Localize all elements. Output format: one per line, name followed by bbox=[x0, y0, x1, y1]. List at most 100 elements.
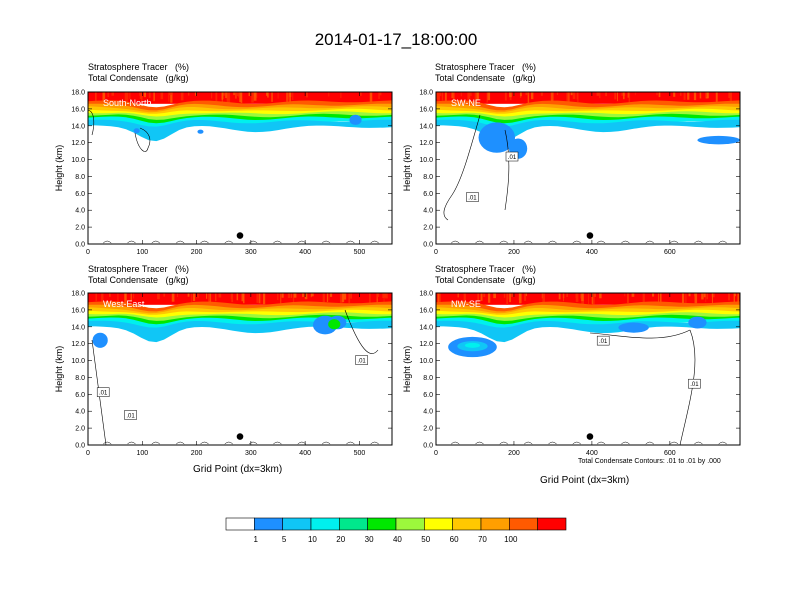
panel-3-frame bbox=[87, 292, 393, 446]
colorbar-label: 40 bbox=[393, 535, 402, 544]
panel-4-tracer-streak bbox=[681, 293, 685, 305]
panel-2-tracer-streak bbox=[525, 92, 529, 96]
panel-3-tracer-streak bbox=[326, 293, 329, 302]
panel-3-tracer-streak bbox=[101, 293, 104, 305]
panel-2-tracer-streak bbox=[599, 92, 601, 99]
colorbar-swatch bbox=[367, 517, 397, 531]
panel-4-tracer-streak bbox=[594, 293, 596, 297]
panel-2-tracer-streak bbox=[570, 92, 573, 96]
panel-2-tracer-streak bbox=[673, 92, 676, 97]
panel-1-tracer-streak bbox=[267, 92, 269, 98]
panel-4-y-axis-label: Height (km) bbox=[402, 346, 412, 393]
panel-1-contour-line bbox=[224, 240, 233, 244]
panel-2-contour-line bbox=[443, 114, 481, 221]
panel-4-tracer-streak bbox=[541, 293, 543, 299]
panel-3-tracer-streak bbox=[177, 293, 178, 298]
panel-2-title: Stratosphere Tracer (%) Total Condensate… bbox=[435, 62, 536, 84]
panel-2-y-tick-label: 8.0 bbox=[423, 174, 433, 181]
panel-2-tracer-streak bbox=[444, 92, 447, 102]
panel-2-y-tick-label: 0.0 bbox=[423, 242, 433, 249]
panel-4-location-marker bbox=[586, 433, 594, 440]
panel-1-tracer-streak bbox=[180, 92, 184, 101]
panel-4-tracer-streak bbox=[524, 293, 527, 301]
panel-4-x-tick-label: 400 bbox=[586, 450, 598, 457]
panel-4-tracer-streak bbox=[701, 293, 704, 300]
panel-4-tracer-streak bbox=[591, 293, 593, 304]
panel-2-tracer-streak bbox=[706, 92, 708, 98]
panel-3-tracer-streak bbox=[287, 293, 291, 298]
panel-4-tracer-streak bbox=[627, 293, 629, 303]
panel-1-tracer-streak bbox=[239, 92, 242, 103]
panel-2-tracer-streak bbox=[634, 92, 636, 96]
panel-1-y-tick-label: 16.0 bbox=[71, 106, 85, 113]
panel-4-x-tick-label: 600 bbox=[664, 450, 676, 457]
colorbar-swatch bbox=[424, 517, 453, 531]
panel-2-tracer-streak bbox=[453, 92, 455, 100]
panel-4-panel-label: NW-SE bbox=[451, 299, 481, 309]
panel-3-tracer-streak bbox=[209, 293, 211, 302]
panel-3-tracer-streak bbox=[191, 293, 193, 303]
panel-2-tracer-streak bbox=[628, 92, 631, 103]
panel-1-contour-line bbox=[103, 240, 112, 244]
colorbar-label: 1 bbox=[254, 535, 259, 544]
panel-3-tracer-streak bbox=[329, 293, 333, 297]
panel-4-y-tick-label: 18.0 bbox=[419, 291, 433, 298]
panel-3-tracer-blob-core bbox=[328, 319, 341, 330]
panel-3-tracer-streak bbox=[293, 293, 297, 298]
panel-3-tracer-streak bbox=[280, 293, 282, 305]
panel-4-tracer-streak bbox=[503, 293, 506, 298]
panel-2-tracer-streak bbox=[487, 92, 491, 101]
panel-2-contour-line bbox=[645, 240, 654, 244]
colorbar-swatch bbox=[509, 517, 538, 531]
colorbar-swatch bbox=[310, 517, 340, 531]
panel-2-title-line2: Total Condensate (g/kg) bbox=[435, 73, 536, 83]
panel-3-x-tick-label: 300 bbox=[245, 450, 257, 457]
panel-2-contour-line bbox=[572, 240, 581, 244]
panel-3-contour-line bbox=[91, 339, 107, 445]
panel-4-y-tick-label: 2.0 bbox=[423, 426, 433, 433]
panel-2-contour-line bbox=[621, 240, 630, 244]
colorbar: 1 5 10 20 30 40 50 60 70 100 bbox=[225, 517, 567, 544]
panel-4-tracer-streak bbox=[525, 293, 527, 297]
panel-1-tracer-streak bbox=[124, 92, 127, 104]
panel-4-tracer-streak bbox=[511, 293, 514, 297]
panel-4-y-tick-label: 6.0 bbox=[423, 392, 433, 399]
panel-4-tracer-streak bbox=[651, 293, 655, 297]
colorbar-swatch bbox=[282, 517, 312, 531]
panel-2-panel-label: SW-NE bbox=[451, 98, 481, 108]
panel-3-y-axis-label: Height (km) bbox=[54, 346, 64, 393]
panel-3-y-tick-label: 18.0 bbox=[71, 291, 85, 298]
panel-4-y-tick-label: 8.0 bbox=[423, 375, 433, 382]
panel-1-tracer-streak bbox=[169, 92, 172, 96]
panel-3-contour-line bbox=[248, 441, 258, 445]
panel-4-contour-line bbox=[621, 441, 630, 445]
panel-2-contour-line bbox=[694, 240, 703, 244]
panel-3-contour-line bbox=[321, 441, 331, 445]
panel-2-contour-line bbox=[451, 240, 460, 244]
panel-1-tracer-streak bbox=[253, 92, 257, 101]
panel-2-tracer-field bbox=[436, 92, 740, 244]
colorbar-swatch bbox=[480, 517, 510, 531]
colorbar-swatch bbox=[339, 517, 368, 531]
panel-4-tracer-streak bbox=[506, 293, 509, 305]
panel-3-tracer-streak bbox=[302, 293, 304, 297]
panel-3-contour-line bbox=[176, 441, 185, 445]
panel-4-contour-line bbox=[718, 441, 727, 445]
panel-1-tracer-streak bbox=[340, 92, 342, 99]
panel-1-tracer-streak bbox=[238, 92, 239, 98]
panel-4-tracer-streak bbox=[463, 293, 466, 303]
panel-2-contour-line bbox=[548, 240, 557, 244]
panel-3-tracer-streak bbox=[328, 293, 330, 301]
panel-1-y-tick-label: 10.0 bbox=[71, 157, 85, 164]
panel-1-x-tick-label: 300 bbox=[245, 249, 257, 256]
panel-3-tracer-streak bbox=[339, 293, 343, 303]
panel-1-tracer-streak bbox=[215, 92, 218, 102]
panel-4-tracer-blob bbox=[618, 322, 649, 333]
panel-3-y-tick-label: 0.0 bbox=[75, 443, 85, 450]
panel-2-y-tick-label: 10.0 bbox=[419, 157, 433, 164]
panel-3-tracer-streak bbox=[109, 293, 111, 297]
panel-2-tracer-streak bbox=[693, 92, 697, 101]
panel-1-y-tick-label: 12.0 bbox=[71, 140, 85, 147]
panel-3-contour-label: .01 bbox=[99, 391, 108, 397]
panel-2-y-tick-label: 6.0 bbox=[423, 191, 433, 198]
